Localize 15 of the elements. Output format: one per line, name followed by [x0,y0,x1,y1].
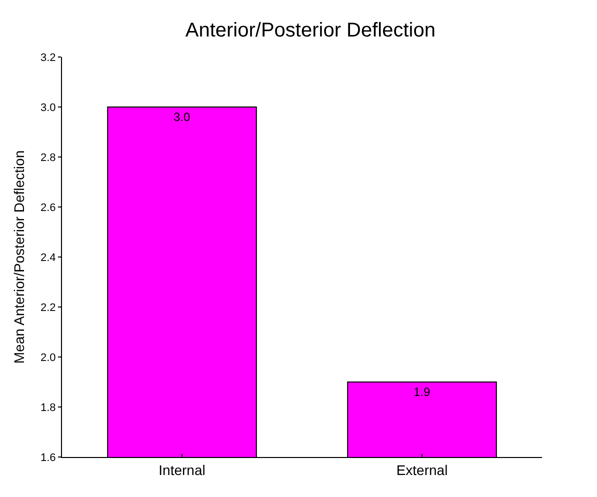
y-tick-label: 3.0 [40,102,56,114]
x-tick-label: Internal [158,462,206,478]
y-tick-label: 2.4 [40,252,56,264]
y-tick-label: 1.6 [40,452,56,464]
y-tick-label: 3.2 [40,52,56,64]
chart-title: Anterior/Posterior Deflection [185,19,436,42]
y-tick-label: 2.6 [40,202,56,214]
data-label: 1.9 [413,385,431,399]
y-tick-label: 2.2 [40,302,56,314]
x-tick-label: External [396,462,448,478]
y-tick-label: 2.0 [40,352,56,364]
y-axis-title: Mean Anterior/Posterior Deflection [11,150,27,364]
y-tick-label: 2.8 [40,152,56,164]
y-tick-label: 1.8 [40,402,56,414]
data-label: 3.0 [173,110,191,124]
